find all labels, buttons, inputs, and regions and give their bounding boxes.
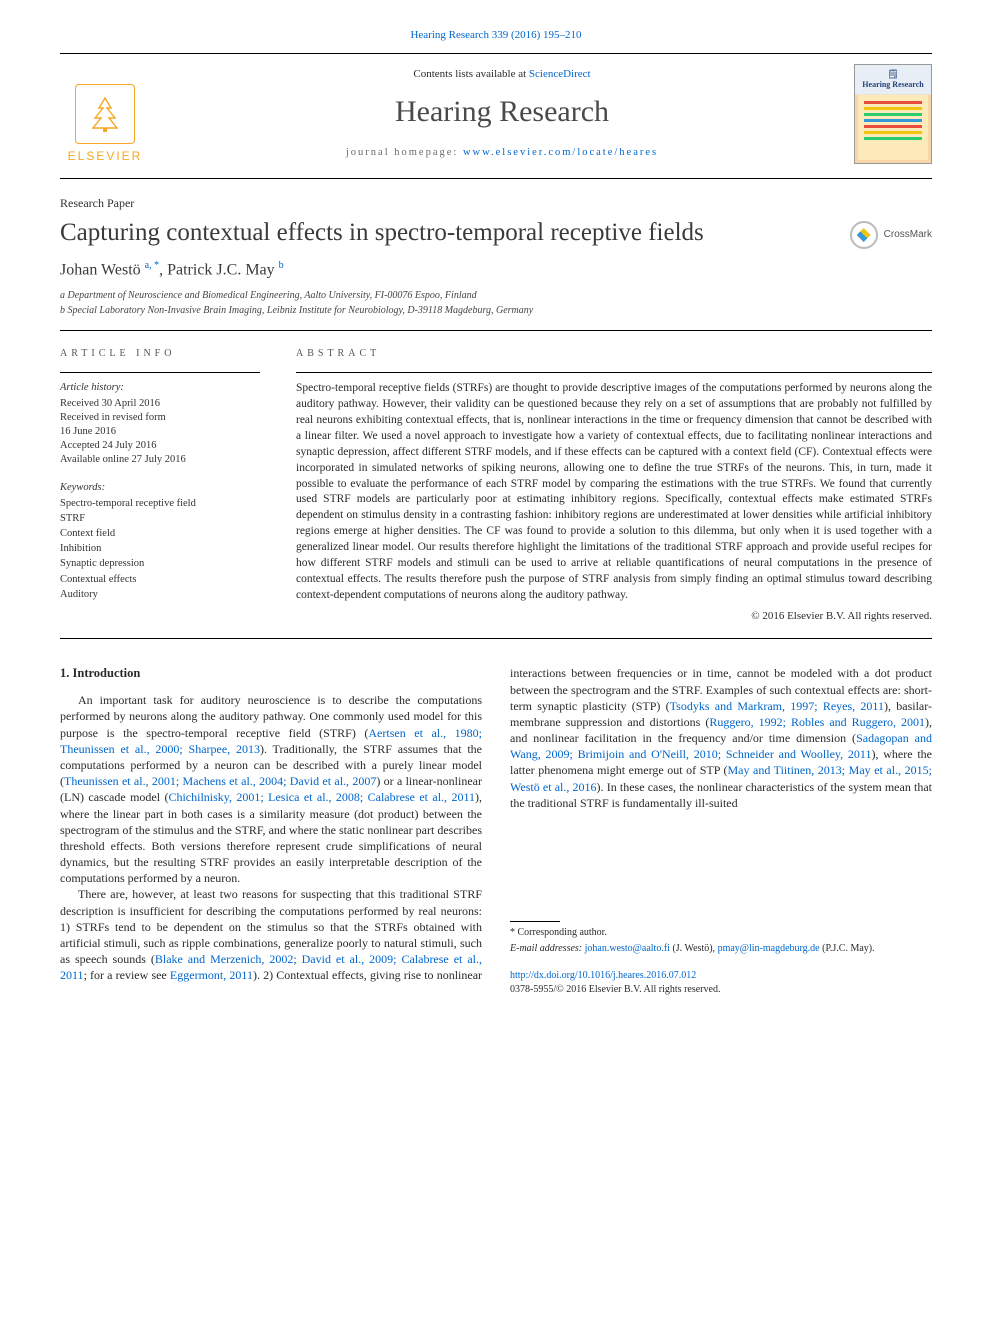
history-4: Available online 27 July 2016 (60, 453, 260, 467)
journal-header: ELSEVIER Contents lists available at Sci… (60, 54, 932, 178)
rule-header-bottom (60, 178, 932, 179)
lists-line: Contents lists available at ScienceDirec… (170, 67, 834, 82)
email-2[interactable]: pmay@lin-magdeburg.de (718, 943, 820, 954)
cite-theunissen2001[interactable]: Theunissen et al., 2001; Machens et al.,… (64, 774, 376, 788)
cite-tsodyks[interactable]: Tsodyks and Markram, 1997; Reyes, 2011 (670, 699, 884, 713)
tree-icon (85, 94, 125, 134)
history-0: Received 30 April 2016 (60, 397, 260, 411)
elsevier-logo: ELSEVIER (60, 64, 150, 164)
author-2-sup: b (279, 260, 284, 271)
journal-name: Hearing Research (170, 92, 834, 133)
citation-prefix: Hearing Research 339 (2016) 195 (410, 29, 559, 41)
email-label: E-mail addresses: (510, 943, 585, 954)
issn-line: 0378-5955/© 2016 Elsevier B.V. All right… (510, 983, 932, 997)
rule-affil (60, 330, 932, 331)
sciencedirect-link[interactable]: ScienceDirect (529, 68, 591, 80)
email-1-who: (J. Westö), (670, 943, 718, 954)
cover-body (858, 95, 928, 160)
history-3: Accepted 24 July 2016 (60, 439, 260, 453)
history-block: Article history: Received 30 April 2016 … (60, 381, 260, 467)
abstract-text: Spectro-temporal receptive fields (STRFs… (296, 381, 932, 603)
page: Hearing Research 339 (2016) 195–210 ELSE… (0, 0, 992, 1036)
cite-chichilnisky[interactable]: Chichilnisky, 2001; Lesica et al., 2008;… (168, 790, 475, 804)
history-2: 16 June 2016 (60, 425, 260, 439)
affiliation-a: a Department of Neuroscience and Biomedi… (60, 289, 932, 303)
kw-2: Context field (60, 527, 260, 541)
crossmark-icon (850, 221, 878, 249)
homepage-link[interactable]: www.elsevier.com/locate/heares (463, 147, 658, 158)
abstract-heading: ABSTRACT (296, 347, 932, 361)
cover-stripes (864, 101, 922, 154)
kw-6: Auditory (60, 588, 260, 602)
elsevier-wordmark: ELSEVIER (68, 148, 143, 164)
title-row: Capturing contextual effects in spectro-… (60, 217, 932, 249)
author-1: Johan Westö (60, 261, 141, 278)
citation-link[interactable]: Hearing Research 339 (2016) 195–210 (410, 29, 581, 41)
corresponding-author: * Corresponding author. (510, 926, 932, 940)
crossmark-badge[interactable]: CrossMark (850, 221, 932, 249)
homepage-line: journal homepage: www.elsevier.com/locat… (170, 146, 834, 160)
keywords-block: Keywords: Spectro-temporal receptive fie… (60, 481, 260, 601)
kw-4: Synaptic depression (60, 557, 260, 571)
abstract-col: ABSTRACT Spectro-temporal receptive fiel… (296, 347, 932, 624)
elsevier-tree-icon (75, 84, 135, 144)
footnote-block: * Corresponding author. E-mail addresses… (510, 921, 932, 996)
copyright: © 2016 Elsevier B.V. All rights reserved… (296, 609, 932, 624)
cover-mini-icon: 🗒 (858, 68, 928, 80)
journal-cover-thumb: 🗒 Hearing Research (854, 64, 932, 164)
author-2: Patrick J.C. May (167, 261, 275, 278)
rule-abstract (296, 372, 932, 373)
affiliation-b: b Special Laboratory Non-Invasive Brain … (60, 304, 932, 318)
citation-suffix: 210 (565, 29, 582, 41)
paper-title: Capturing contextual effects in spectro-… (60, 217, 830, 248)
crossmark-label: CrossMark (884, 228, 932, 242)
article-info-heading: ARTICLE INFO (60, 347, 260, 361)
author-1-sup: a, * (145, 260, 159, 271)
section-label: Research Paper (60, 195, 932, 211)
body-columns: 1. Introduction An important task for au… (60, 665, 932, 996)
history-1: Received in revised form (60, 411, 260, 425)
rule-abstract-bottom (60, 638, 932, 639)
email-line: E-mail addresses: johan.westo@aalto.fi (… (510, 942, 932, 956)
article-info-col: ARTICLE INFO Article history: Received 3… (60, 347, 260, 624)
homepage-label: journal homepage: (346, 147, 463, 158)
kw-0: Spectro-temporal receptive field (60, 497, 260, 511)
kw-5: Contextual effects (60, 573, 260, 587)
authors: Johan Westö a, *, Patrick J.C. May b (60, 259, 932, 281)
history-label: Article history: (60, 381, 260, 395)
rule-info (60, 372, 260, 373)
meta-abstract-row: ARTICLE INFO Article history: Received 3… (60, 347, 932, 624)
top-citation: Hearing Research 339 (2016) 195–210 (60, 28, 932, 43)
kw-3: Inhibition (60, 542, 260, 556)
lists-prefix: Contents lists available at (413, 68, 528, 80)
p1-post: ), where the linear part in both cases i… (60, 790, 482, 885)
intro-para-1: An important task for auditory neuroscie… (60, 692, 482, 886)
footnote-rule (510, 921, 560, 922)
author-sep: , (159, 261, 167, 278)
intro-heading: 1. Introduction (60, 665, 482, 682)
doi-line: http://dx.doi.org/10.1016/j.heares.2016.… (510, 969, 932, 983)
keywords-label: Keywords: (60, 481, 260, 495)
cite-ruggero[interactable]: Ruggero, 1992; Robles and Ruggero, 2001 (709, 715, 925, 729)
header-center: Contents lists available at ScienceDirec… (150, 67, 854, 161)
p2-mid1: ; for a review see (84, 968, 170, 982)
email-2-who: (P.J.C. May). (820, 943, 875, 954)
doi-link[interactable]: http://dx.doi.org/10.1016/j.heares.2016.… (510, 970, 696, 981)
kw-1: STRF (60, 512, 260, 526)
cite-eggermont[interactable]: Eggermont, 2011 (170, 968, 253, 982)
cover-title: Hearing Research (858, 80, 928, 91)
email-1[interactable]: johan.westo@aalto.fi (585, 943, 670, 954)
